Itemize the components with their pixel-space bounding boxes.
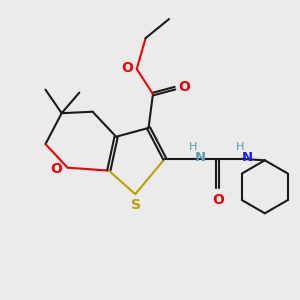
Text: S: S [131, 198, 141, 212]
Text: O: O [178, 80, 190, 94]
Text: O: O [212, 193, 224, 207]
Text: H: H [188, 142, 197, 152]
Text: O: O [121, 61, 133, 75]
Text: H: H [236, 142, 244, 152]
Text: N: N [195, 151, 206, 164]
Text: N: N [242, 151, 253, 164]
Text: O: O [50, 161, 62, 176]
